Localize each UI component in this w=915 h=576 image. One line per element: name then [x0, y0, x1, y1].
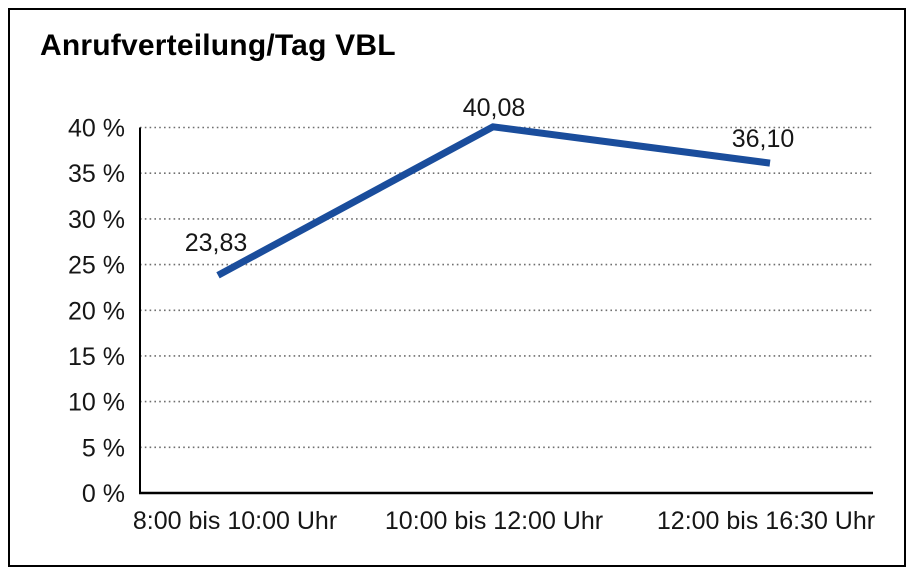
x-category-label: 8:00 bis 10:00 Uhr [133, 507, 337, 535]
x-category-label: 10:00 bis 12:00 Uhr [385, 507, 603, 535]
data-point-label: 23,83 [185, 229, 248, 257]
y-tick-label: 5 % [82, 434, 125, 462]
y-tick-label: 20 % [68, 297, 125, 325]
y-tick-label: 10 % [68, 389, 125, 417]
y-tick-label: 30 % [68, 206, 125, 234]
x-category-label: 12:00 bis 16:30 Uhr [657, 507, 875, 535]
data-point-label: 36,10 [732, 125, 795, 153]
data-line-series [216, 123, 771, 279]
y-tick-label: 15 % [68, 343, 125, 371]
y-tick-label: 0 % [82, 480, 125, 508]
y-tick-label: 35 % [68, 160, 125, 188]
data-point-label: 40,08 [463, 94, 526, 122]
chart-frame-border [8, 8, 906, 567]
chart-title: Anrufverteilung/Tag VBL [40, 29, 396, 62]
y-tick-label: 40 % [68, 115, 125, 143]
y-tick-label: 25 % [68, 252, 125, 280]
